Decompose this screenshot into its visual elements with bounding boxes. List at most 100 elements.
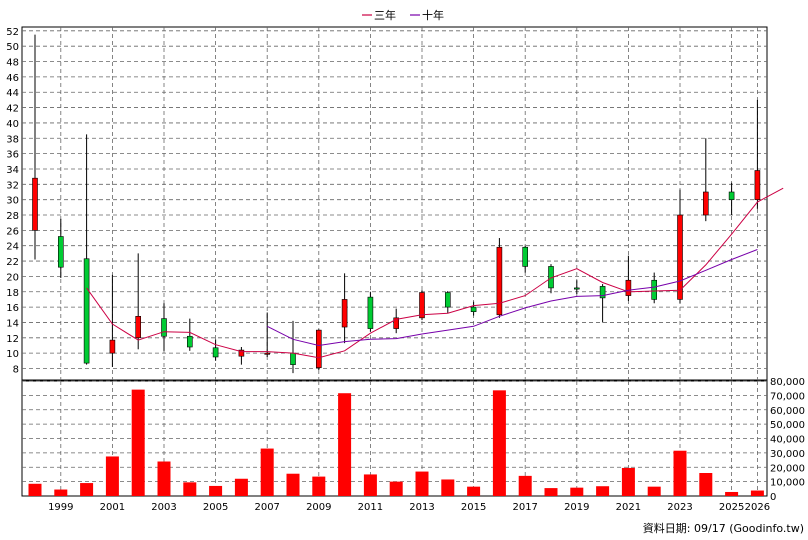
x-tick-label: 2017 [512,502,537,513]
candle [238,347,245,365]
volume-bar [286,473,300,496]
price-tick-label: 52 [6,27,19,38]
volume-tick-label: 0 [770,492,776,503]
candle [393,308,400,334]
price-tick-label: 22 [6,257,19,268]
candle-body [728,191,735,200]
volume-axis: 0 10,000 20,000 30,000 40,000 50,000 60,000 70,… [770,377,805,503]
x-tick-label: 2011 [358,502,383,513]
candle [290,320,296,374]
candle [83,134,90,365]
candle-body [496,246,503,316]
volume-tick-label: 40,000 [770,435,805,446]
candle-body [135,316,141,339]
x-axis: 1999 2001 2003 2005 2007 2009 2011 2013 2015 2017… [48,502,770,513]
volume-bar [750,490,764,496]
candle-body [109,339,116,354]
candle-body [573,287,580,290]
candle-body [470,306,477,313]
volume-bar [544,488,558,496]
price-tick-label: 34 [6,165,19,176]
volume-tick-label: 50,000 [770,420,805,431]
candle [109,274,116,367]
candle-body [57,236,64,268]
price-tick-label: 42 [6,104,19,115]
candle-body [625,279,632,296]
candle-body [83,258,90,364]
volume-tick-label: 80,000 [770,377,805,388]
price-tick-label: 12 [6,334,19,345]
x-tick-label: 1999 [48,502,73,513]
price-tick-label: 26 [6,226,19,237]
price-tick-label: 28 [6,211,19,222]
candle-body [315,329,322,369]
ma-line-三年 [86,187,784,359]
volume-tick-label: 10,000 [770,478,805,489]
candle-body [290,352,296,365]
candle [315,329,322,371]
x-tick-label: 2023 [667,502,692,513]
price-tick-label: 36 [6,150,19,161]
volume-bar [415,471,429,496]
x-tick-label: 2005 [203,502,228,513]
x-tick-label: 2015 [461,502,486,513]
candle-body [161,318,167,337]
candle [264,312,271,357]
price-tick-label: 10 [6,349,19,360]
candle [754,99,761,209]
candle [625,255,632,301]
x-tick-label: 2026 [745,502,770,513]
candlesticks [32,34,761,374]
price-tick-label: 14 [6,318,19,329]
candle-body [341,299,348,328]
volume-bar [338,393,352,496]
candle [187,318,193,351]
candle-body [212,347,219,358]
volume-bar [234,478,248,496]
price-axis: 8 10 12 14 16 18 20 22 24 26 28 30 32 34 36 38 40 42 44 46 4… [6,27,19,376]
legend-label: 三年 [374,8,396,22]
price-tick-label: 44 [6,88,19,99]
candle [573,280,580,295]
x-tick-label: 2021 [616,502,641,513]
candle [496,238,503,318]
volume-bars [28,389,764,496]
x-tick-label: 2003 [151,502,176,513]
price-tick-label: 20 [6,272,19,283]
volume-bar [157,461,171,496]
candle [702,138,709,222]
x-tick-label: 2007 [254,502,279,513]
volume-bar [647,486,661,496]
volume-tick-label: 20,000 [770,463,805,474]
volume-bar [209,485,223,496]
candle-body [522,246,529,267]
candle-body [677,214,683,300]
price-tick-label: 24 [6,242,19,253]
x-tick-label: 2019 [564,502,589,513]
volume-bar [363,474,377,496]
volume-bar [260,448,274,496]
candle [367,291,374,332]
candle [161,303,167,351]
candle [522,245,529,273]
volume-tick-label: 60,000 [770,406,805,417]
price-tick-label: 8 [13,364,19,375]
volume-bar [596,486,610,496]
volume-bar [699,473,713,496]
volume-bar [80,483,94,496]
candle [419,290,425,321]
candle [341,273,348,344]
candle [444,290,451,314]
volume-bar [518,475,532,496]
x-tick-label: 2009 [306,502,331,513]
candle-body [238,349,245,357]
volume-bar [28,483,42,496]
candle-body [702,191,709,216]
x-tick-label: 2013 [409,502,434,513]
x-tick-label: 2001 [100,502,125,513]
price-tick-label: 50 [6,42,19,53]
price-tick-label: 32 [6,180,19,191]
price-tick-label: 16 [6,303,19,314]
candle-body [444,292,451,308]
